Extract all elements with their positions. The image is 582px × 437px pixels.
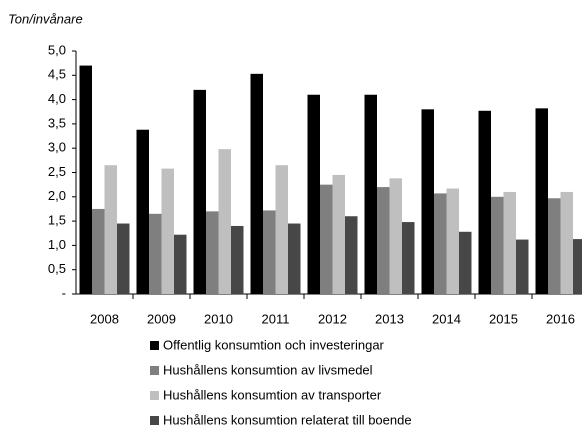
- bar: [149, 213, 162, 294]
- bar: [275, 165, 288, 294]
- x-tick-label: 2014: [432, 311, 461, 326]
- legend-swatch: [150, 341, 159, 350]
- bar: [491, 196, 504, 294]
- legend-swatch: [150, 391, 159, 400]
- y-tick-label: 1,0: [48, 237, 66, 252]
- x-tick-label: 2016: [546, 311, 575, 326]
- bar: [288, 223, 301, 294]
- bar: [104, 165, 117, 294]
- x-tick-label: 2011: [262, 311, 290, 326]
- bar: [250, 73, 263, 294]
- bar: [516, 239, 529, 294]
- y-tick-label: 3,0: [48, 140, 66, 155]
- bar: [307, 94, 320, 295]
- bar: [218, 149, 231, 294]
- bar: [535, 108, 548, 295]
- bar: [231, 225, 244, 294]
- bar: [421, 109, 434, 294]
- bar: [459, 231, 472, 294]
- x-tick-label: 2008: [90, 311, 119, 326]
- bar: [364, 94, 377, 295]
- bar: [573, 239, 582, 294]
- bar: [332, 174, 345, 294]
- bar: [136, 129, 149, 294]
- bar: [389, 178, 402, 294]
- bar: [434, 193, 447, 294]
- y-tick-label: 0,5: [48, 261, 66, 276]
- bar: [193, 89, 206, 294]
- legend-label: Offentlig konsumtion och investeringar: [163, 337, 385, 352]
- x-tick-label: 2010: [204, 311, 233, 326]
- bar: [79, 65, 92, 294]
- y-tick-label: 2,5: [48, 164, 66, 179]
- bar: [174, 234, 187, 294]
- legend-swatch: [150, 366, 159, 375]
- x-tick-label: 2013: [375, 311, 404, 326]
- y-tick-label: 3,5: [48, 115, 66, 130]
- y-tick-label: 4,0: [48, 91, 66, 106]
- bar: [320, 184, 333, 294]
- bar: [402, 222, 415, 294]
- legend-label: Hushållens konsumtion av transporter: [163, 387, 382, 402]
- bar: [206, 211, 219, 294]
- bar: [377, 187, 390, 294]
- x-tick-label: 2015: [489, 311, 518, 326]
- bar: [345, 216, 358, 294]
- y-tick-label: 2,0: [48, 188, 66, 203]
- bar: [263, 210, 276, 294]
- legend-label: Hushållens konsumtion relaterat till boe…: [163, 412, 412, 427]
- x-tick-label: 2012: [318, 311, 347, 326]
- y-tick-label: 1,5: [48, 213, 66, 228]
- legend-label: Hushållens konsumtion av livsmedel: [163, 362, 373, 377]
- bar: [161, 168, 174, 294]
- y-tick-label: -: [62, 285, 66, 300]
- bar: [548, 198, 561, 294]
- axis-title: Ton/invånare: [8, 11, 83, 26]
- y-tick-label: 5,0: [48, 42, 66, 57]
- bar: [478, 110, 491, 294]
- bar: [503, 191, 516, 294]
- legend-swatch: [150, 416, 159, 425]
- y-tick-label: 4,5: [48, 67, 66, 82]
- bar: [560, 191, 573, 294]
- x-tick-label: 2009: [147, 311, 176, 326]
- bar: [117, 223, 130, 294]
- bar: [446, 188, 459, 294]
- bar: [92, 208, 105, 294]
